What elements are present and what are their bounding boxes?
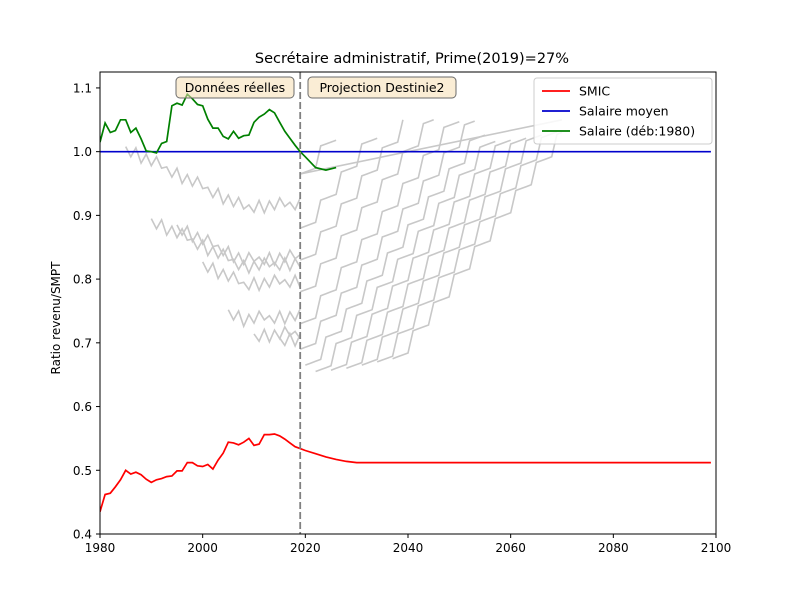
x-tick-label-4: 2060	[495, 541, 526, 555]
legend-label-1: Salaire moyen	[579, 104, 669, 119]
legend-label-2: Salaire (déb:1980)	[579, 124, 695, 139]
y-tick-label-5: 0.9	[73, 209, 92, 223]
x-tick-label-3: 2040	[393, 541, 424, 555]
annotations: Données réelles Projection Destinie2	[175, 76, 457, 99]
svg-text:Données réelles: Données réelles	[185, 80, 285, 95]
y-tick-label-3: 0.7	[73, 336, 92, 350]
background-curve-hist-1	[150, 217, 301, 276]
background-curve-hist-5	[253, 325, 301, 344]
background-curve-proj-8	[330, 139, 511, 371]
chart-title: Secrétaire administratif, Prime(2019)=27…	[255, 51, 569, 67]
background-curve-proj-3	[299, 119, 434, 293]
background-curve-hist-3	[201, 261, 301, 293]
background-career-curves	[124, 119, 563, 373]
series-line-0	[100, 433, 711, 512]
y-tick-label-6: 1.0	[73, 145, 92, 159]
background-curve-proj-0	[299, 139, 337, 175]
y-tick-label-0: 0.4	[73, 528, 92, 542]
background-curve-proj-12	[392, 131, 563, 360]
background-curve-proj-2	[299, 119, 404, 261]
y-tick-label-4: 0.8	[73, 273, 92, 287]
background-curve-proj-11	[376, 131, 558, 363]
legend: SMIC Salaire moyen Salaire (déb:1980)	[533, 77, 713, 145]
y-tick-label-2: 0.6	[73, 400, 92, 414]
svg-text:Projection Destinie2: Projection Destinie2	[319, 80, 444, 95]
background-curve-proj-10	[361, 134, 542, 366]
background-curve-hist-0	[124, 145, 301, 215]
x-tick-label-5: 2080	[598, 541, 629, 555]
x-tick-label-6: 2100	[701, 541, 732, 555]
x-tick-label-1: 2000	[187, 541, 218, 555]
axis-ticks: 1980 2000 2020 2040 2060 2080 2100 0.4 0.5 0.6 0.7…	[73, 81, 731, 555]
y-tick-label-1: 0.5	[73, 464, 92, 478]
background-curve-proj-6	[305, 134, 486, 366]
background-curve-proj-7	[315, 140, 496, 373]
background-curve-upper	[300, 119, 563, 175]
legend-label-0: SMIC	[579, 84, 610, 99]
y-tick-label-7: 1.1	[73, 81, 92, 95]
background-curve-hist-6	[279, 331, 301, 349]
annotation-projection: Projection Destinie2	[307, 76, 457, 99]
background-curve-proj-1	[299, 137, 378, 229]
y-axis-label: Ratio revenu/SMPT	[49, 261, 63, 375]
series-line-2	[100, 92, 337, 171]
background-curve-proj-9	[346, 137, 527, 370]
legend-box	[533, 77, 713, 145]
annotation-real-data: Données réelles	[175, 76, 295, 99]
background-curve-hist-4	[227, 308, 301, 329]
background-curve-hist-2	[176, 224, 301, 268]
series-layer	[100, 72, 711, 534]
x-tick-label-0: 1980	[85, 541, 116, 555]
x-tick-label-2: 2020	[290, 541, 321, 555]
